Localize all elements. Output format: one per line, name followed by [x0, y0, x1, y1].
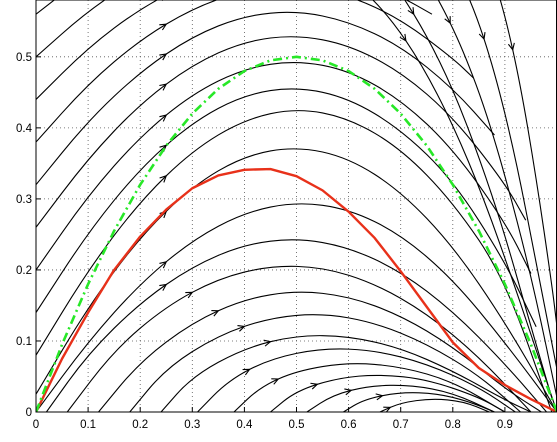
- x-tick-label: 0.7: [393, 419, 409, 431]
- x-tick-label: 0: [33, 419, 39, 431]
- x-tick-label: 0.6: [341, 419, 357, 431]
- streamline-arrow: [375, 393, 384, 401]
- tick-marks: [35, 56, 506, 413]
- x-tick-label: 0.2: [132, 419, 148, 431]
- streamline-arrow: [271, 378, 280, 385]
- y-tick-labels: 0 0.1 0.2 0.3 0.4 0.5: [16, 52, 33, 419]
- streamline: [270, 374, 506, 412]
- x-tick-label: 0.5: [289, 419, 305, 431]
- streamline-arrow: [159, 174, 168, 183]
- streamline: [379, 398, 490, 412]
- streamline: [45, 239, 547, 412]
- streamline: [36, 62, 532, 274]
- streamline: [36, 203, 557, 412]
- streamline: [36, 36, 527, 228]
- y-tick-label: 0.1: [16, 336, 32, 348]
- streamline-arrow: [159, 83, 168, 91]
- streamline-arrow: [159, 114, 168, 122]
- streamline-arrow: [159, 283, 168, 291]
- streamline: [66, 265, 532, 412]
- streamline-arrow: [237, 325, 246, 332]
- streamline-arrow: [407, 7, 415, 16]
- green-dashdot-curve: [36, 55, 557, 412]
- streamline-arrow: [478, 32, 486, 41]
- streamline-group: [36, 0, 557, 412]
- streamline-arrow: [310, 382, 319, 390]
- streamline-arrow: [159, 53, 168, 61]
- series-group: [36, 55, 557, 412]
- streamline-arrow: [159, 23, 168, 31]
- y-tick-label: 0.5: [16, 52, 32, 64]
- x-tick-label: 0.8: [445, 419, 461, 431]
- x-tick-label: 0.3: [184, 419, 200, 431]
- x-tick-label: 0.1: [80, 419, 96, 431]
- streamline: [343, 392, 495, 412]
- streamline-arrow: [159, 260, 168, 269]
- streamline: [36, 0, 433, 100]
- y-tick-label: 0: [26, 407, 32, 419]
- streamline: [129, 314, 521, 412]
- x-tick-label: 0.4: [236, 419, 253, 431]
- streamline-arrow: [344, 388, 353, 396]
- streamline: [372, 0, 557, 412]
- streamline: [160, 335, 532, 412]
- x-tick-labels: 0 0.1 0.2 0.3 0.4 0.5 0.6 0.7 0.8 0.9: [33, 419, 513, 431]
- streamline: [499, 0, 557, 327]
- streamline-arrow: [263, 339, 272, 347]
- streamline: [36, 0, 475, 143]
- streamline-arrow: [211, 310, 220, 317]
- streamline: [306, 384, 495, 412]
- y-tick-label: 0.2: [16, 265, 32, 277]
- y-tick-label: 0.3: [16, 194, 32, 206]
- streamline: [36, 88, 537, 327]
- red-solid-curve: [36, 167, 557, 412]
- streamline-arrow: [242, 368, 251, 376]
- streamline: [36, 110, 553, 412]
- streamline: [36, 0, 106, 58]
- streamline: [469, 0, 557, 370]
- streamline-arrow: [185, 291, 194, 299]
- y-tick-label: 0.4: [16, 123, 33, 135]
- x-tick-label: 0.9: [497, 419, 513, 431]
- streamline-arrow: [507, 42, 515, 51]
- streamline-arrow: [444, 16, 451, 25]
- streamline: [233, 363, 506, 412]
- streamline-arrow: [383, 406, 392, 412]
- streamline: [98, 291, 542, 412]
- streamline-arrow: [399, 33, 407, 42]
